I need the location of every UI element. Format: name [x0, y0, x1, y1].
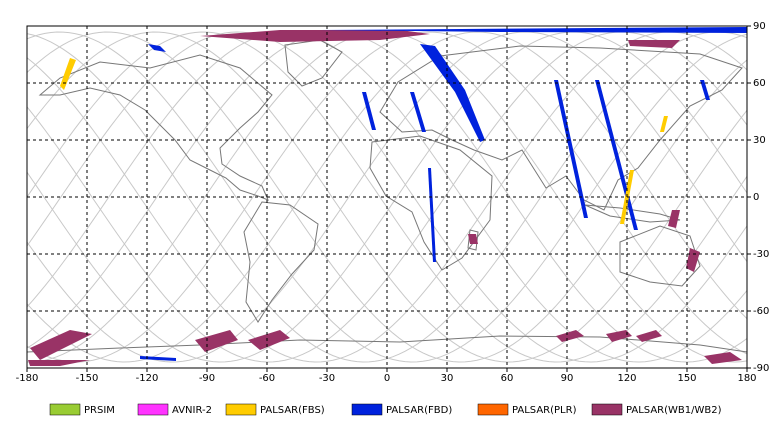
x-tick-label: -150 [76, 373, 99, 384]
x-tick-label: 0 [384, 373, 390, 384]
legend-swatch [49, 403, 81, 416]
x-tick-label: -30 [319, 373, 335, 384]
legend-swatch [137, 403, 169, 416]
y-tick-label: 90 [753, 21, 766, 32]
y-tick-label: -30 [753, 249, 769, 260]
x-tick-label: -180 [16, 373, 39, 384]
x-tick-label: 150 [677, 373, 696, 384]
x-tick-label: -60 [259, 373, 275, 384]
legend-swatch [351, 403, 383, 416]
legend-label: PALSAR(FBS) [260, 405, 325, 416]
legend-label: AVNIR-2 [172, 405, 212, 416]
x-tick-label: 90 [561, 373, 574, 384]
legend-label: PRSIM [84, 405, 115, 416]
x-tick-label: 180 [737, 373, 756, 384]
y-tick-label: -90 [753, 363, 769, 374]
x-tick-label: 30 [441, 373, 454, 384]
y-tick-label: 0 [753, 192, 759, 203]
y-tick-label: 60 [753, 78, 766, 89]
y-tick-label: -60 [753, 306, 769, 317]
orbit-track [26, 31, 748, 363]
legend-swatch [225, 403, 257, 416]
legend-swatch [477, 403, 509, 416]
x-tick-label: 60 [501, 373, 514, 384]
legend: PRSIM AVNIR-2 PALSAR(FBS) PALSAR(FBD) PALSAR… [49, 403, 722, 416]
x-tick-label: 120 [617, 373, 636, 384]
legend-label: PALSAR(FBD) [386, 405, 452, 416]
x-tick-label: -90 [199, 373, 215, 384]
y-tick-label: 30 [753, 135, 766, 146]
legend-label: PALSAR(WB1/WB2) [626, 405, 722, 416]
x-tick-label: -120 [136, 373, 159, 384]
legend-swatch [591, 403, 623, 416]
legend-label: PALSAR(PLR) [512, 405, 577, 416]
